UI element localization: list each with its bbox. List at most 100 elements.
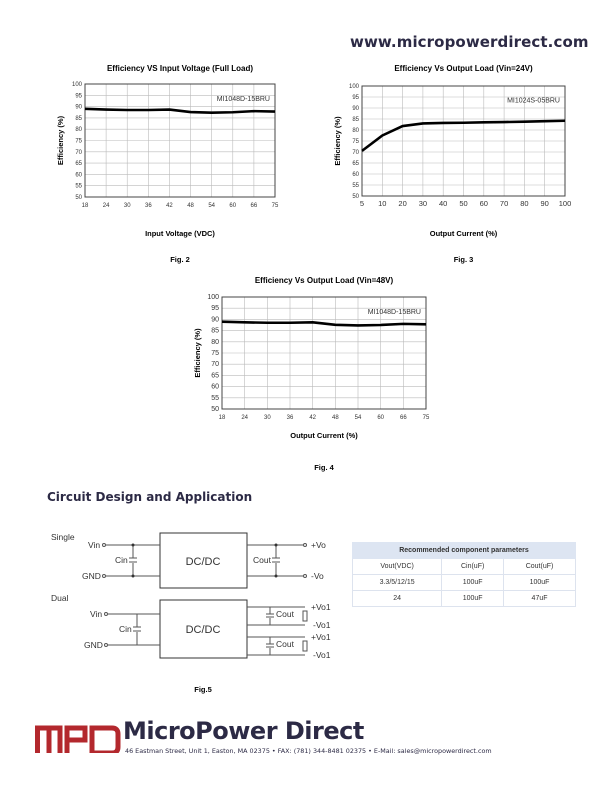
- chart-title: Efficiency VS Input Voltage (Full Load): [107, 64, 253, 73]
- dc-dc-label-single: DC/DC: [186, 556, 221, 568]
- x-tick-label: 36: [287, 415, 294, 421]
- x-tick-label: 10: [378, 199, 386, 208]
- x-tick-label: 18: [82, 203, 89, 209]
- x-tick-label: 66: [251, 203, 258, 209]
- dc-dc-label-dual: DC/DC: [186, 624, 221, 636]
- y-tick-label: 85: [211, 328, 219, 335]
- x-tick-label: 20: [398, 199, 406, 208]
- y-tick-label: 70: [352, 150, 359, 156]
- model-annotation: MI1048D-15BRU: [217, 96, 270, 103]
- x-axis-label: Output Current (%): [290, 431, 358, 440]
- cin-label: Cin: [115, 555, 128, 565]
- x-tick-label: 30: [264, 415, 271, 421]
- x-tick-label: 48: [187, 203, 194, 209]
- y-tick-label: 85: [75, 116, 82, 122]
- x-tick-label: 40: [439, 199, 447, 208]
- x-tick-label: 48: [332, 415, 339, 421]
- minus-vo1-label-1: -Vo1: [313, 620, 331, 630]
- website-url[interactable]: www.micropowerdirect.com: [350, 33, 589, 51]
- vin-label: Vin: [88, 540, 100, 550]
- dc-dc-block-single: [159, 532, 248, 589]
- chart-svg: Efficiency Vs Output Load (Vin=48V) 100 95…: [193, 276, 430, 472]
- y-tick-label: 90: [352, 106, 359, 112]
- dc-dc-block-dual: [159, 599, 248, 659]
- load-resistor-2: [302, 640, 308, 652]
- x-tick-label: 5: [360, 199, 364, 208]
- company-name: MicroPower Direct: [123, 717, 364, 745]
- column-header: Cout(uF): [503, 558, 576, 575]
- y-tick-label: 50: [211, 406, 219, 413]
- x-tick-label: 75: [272, 203, 279, 209]
- model-annotation: MI1024S-05BRU: [507, 98, 560, 105]
- y-tick-label: 70: [75, 150, 82, 156]
- table-title: Recommended component parameters: [352, 542, 576, 559]
- chart-efficiency-vs-load-24v: Efficiency Vs Output Load (Vin=24V) 100 95…: [330, 62, 580, 272]
- chart-svg: Efficiency Vs Output Load (Vin=24V) 100 95…: [333, 64, 572, 264]
- y-tick-label: 50: [75, 195, 82, 201]
- plus-vo1-label-2: +Vo1: [311, 632, 331, 642]
- x-tick-label: 70: [500, 199, 508, 208]
- x-tick-label: 100: [559, 199, 572, 208]
- y-tick-label: 85: [352, 117, 359, 123]
- x-tick-label: 60: [480, 199, 488, 208]
- y-tick-label: 95: [75, 93, 82, 99]
- y-tick-label: 55: [75, 184, 82, 190]
- chart-svg: Efficiency VS Input Voltage (Full Load) 1…: [56, 64, 279, 264]
- gnd-label: GND: [82, 571, 101, 581]
- vin-label-dual: Vin: [90, 609, 102, 619]
- y-tick-label: 65: [75, 161, 82, 167]
- figure-5-caption: Fig.5: [194, 685, 212, 694]
- y-tick-label: 60: [75, 172, 82, 178]
- x-tick-label: 66: [400, 415, 407, 421]
- figure-caption: Fig. 2: [170, 255, 190, 264]
- series-line: [84, 107, 276, 115]
- x-tick-label: 24: [241, 415, 248, 421]
- plot-border: [84, 83, 276, 198]
- y-tick-label: 80: [75, 127, 82, 133]
- table-header-row: Vout(VDC) Cin(uF) Cout(uF): [351, 558, 576, 575]
- x-tick-label: 18: [219, 415, 226, 421]
- x-tick-label: 54: [355, 415, 362, 421]
- column-header: Cin(uF): [441, 558, 505, 575]
- y-tick-label: 95: [211, 305, 219, 312]
- y-tick-label: 50: [352, 194, 359, 200]
- x-tick-label: 30: [419, 199, 427, 208]
- table-cell: 100uF: [441, 574, 505, 591]
- cin-label-dual: Cin: [119, 624, 132, 634]
- table-cell: 100uF: [503, 574, 576, 591]
- company-address: 46 Eastman Street, Unit 1, Easton, MA 02…: [125, 747, 492, 755]
- chart-title: Efficiency Vs Output Load (Vin=24V): [394, 64, 533, 73]
- x-tick-label: 24: [103, 203, 110, 209]
- plot-border: [221, 296, 427, 410]
- cout-label: Cout: [253, 555, 272, 565]
- y-tick-label: 65: [352, 161, 359, 167]
- y-tick-label: 100: [207, 294, 219, 301]
- y-tick-label: 90: [211, 316, 219, 323]
- y-tick-label: 60: [352, 172, 359, 178]
- x-tick-label: 36: [145, 203, 152, 209]
- y-tick-label: 100: [72, 82, 83, 88]
- x-axis-label: Input Voltage (VDC): [145, 229, 215, 238]
- plot-border: [361, 85, 566, 197]
- column-header: Vout(VDC): [351, 558, 443, 575]
- load-resistor-1: [302, 610, 308, 622]
- y-axis-label: Efficiency (%): [193, 328, 202, 378]
- figure-caption: Fig. 3: [454, 255, 474, 264]
- y-tick-label: 100: [349, 84, 360, 90]
- x-tick-label: 90: [541, 199, 549, 208]
- y-tick-label: 90: [75, 105, 82, 111]
- x-tick-label: 42: [309, 415, 316, 421]
- figure-caption: Fig. 4: [314, 463, 334, 472]
- x-tick-label: 75: [423, 415, 430, 421]
- table-cell: 3.3/5/12/15: [351, 574, 443, 591]
- model-annotation: MI1048D-15BRU: [368, 309, 421, 316]
- table-row: 24 100uF 47uF: [351, 590, 576, 607]
- y-tick-label: 60: [211, 384, 219, 391]
- chart-efficiency-vs-load-48v: Efficiency Vs Output Load (Vin=48V) 100 95…: [185, 273, 435, 478]
- x-tick-label: 60: [229, 203, 236, 209]
- cout-label-dual-1: Cout: [276, 609, 295, 619]
- x-tick-label: 30: [124, 203, 131, 209]
- circuit-diagram: Single Vin GND Cin Cout +Vo -Vo Dual Vin…: [51, 532, 331, 694]
- y-axis-label: Efficiency (%): [56, 115, 65, 165]
